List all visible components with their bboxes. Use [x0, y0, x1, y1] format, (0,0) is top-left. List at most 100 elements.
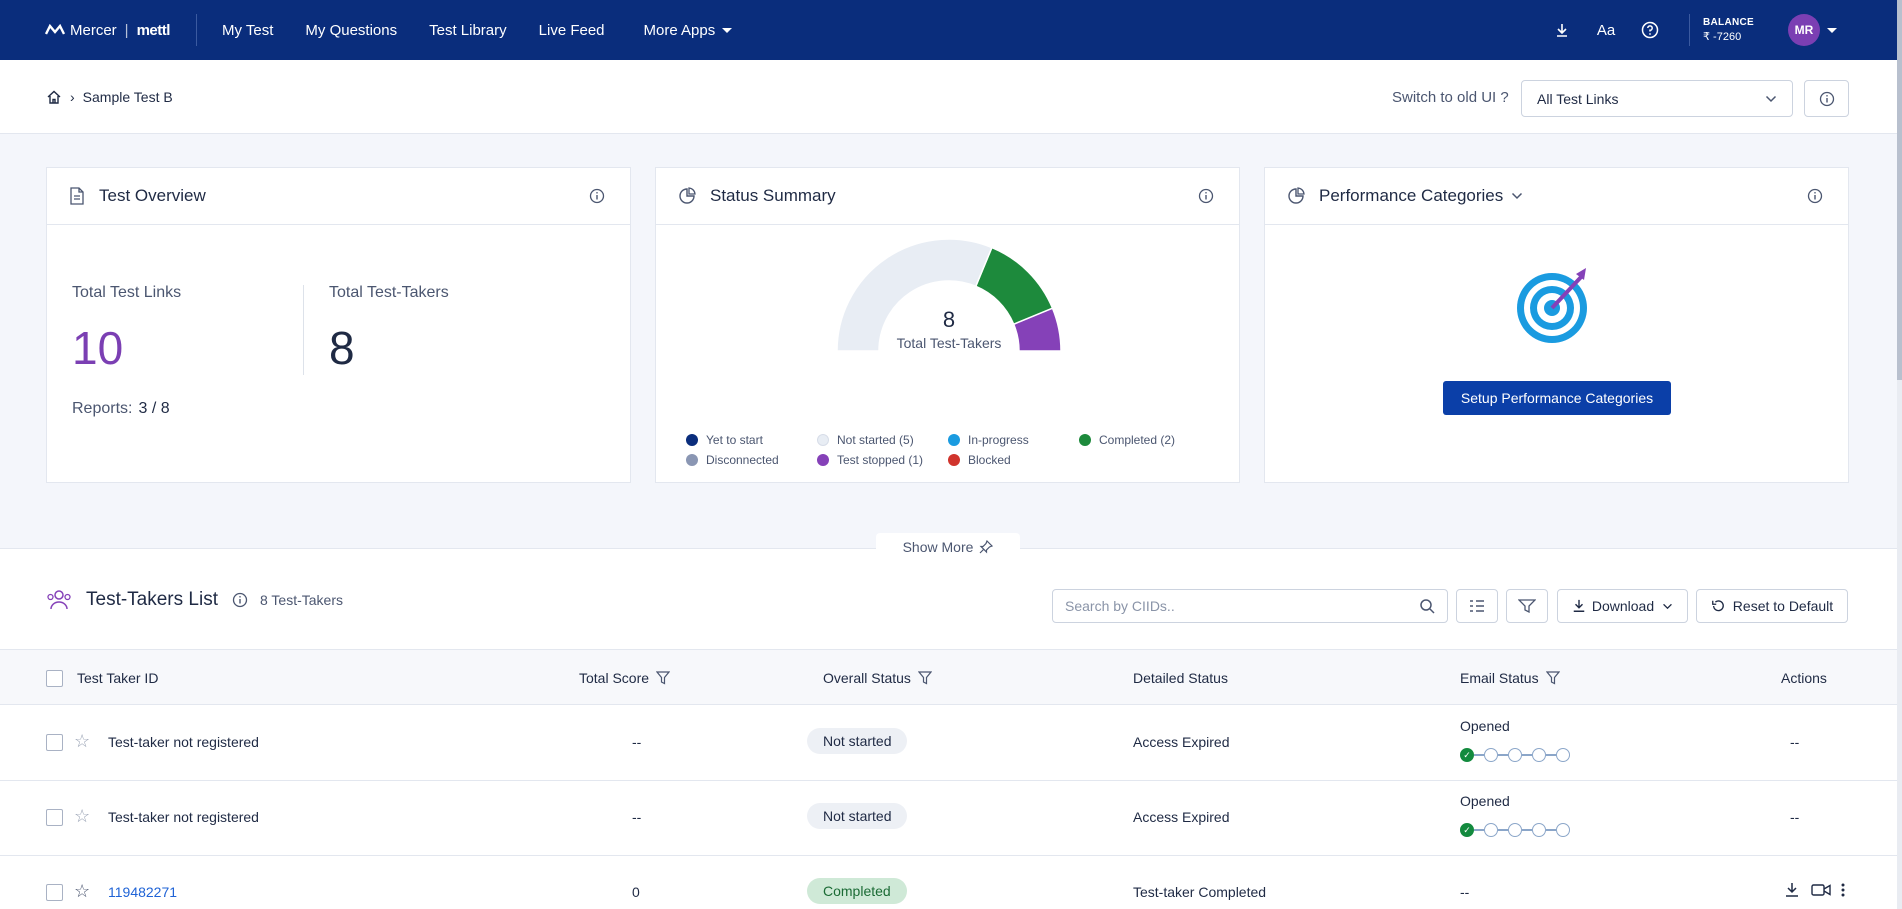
- setup-performance-categories-button[interactable]: Setup Performance Categories: [1443, 381, 1671, 415]
- nav-test-library[interactable]: Test Library: [429, 21, 507, 39]
- col-overall-status[interactable]: Overall Status: [823, 670, 932, 686]
- status-badge: Completed: [807, 878, 907, 904]
- legend-label: Blocked: [968, 453, 1011, 467]
- legend-dot: [1079, 434, 1091, 446]
- nav-live-feed[interactable]: Live Feed: [538, 21, 605, 39]
- legend-label: Completed (2): [1099, 433, 1176, 447]
- status-summary-card: Status Summary 8 Total Test-Takers Yet t…: [655, 167, 1240, 483]
- table-row: ☆ Test-taker not registered -- Not start…: [0, 781, 1897, 856]
- row-total-score: --: [632, 734, 642, 750]
- chevron-down-icon: [1663, 603, 1673, 609]
- info-icon: [1819, 91, 1834, 106]
- scrollbar-thumb[interactable]: [1897, 0, 1902, 380]
- nav-my-questions[interactable]: My Questions: [305, 21, 398, 39]
- reports-summary: Reports: 3 / 8: [72, 400, 170, 418]
- info-icon[interactable]: [232, 592, 248, 608]
- select-all-checkbox-wrap: [46, 670, 63, 687]
- legend-label: Not started (5): [837, 433, 914, 447]
- gauge-center-value: 8: [943, 307, 955, 332]
- performance-categories-card: Performance Categories Setup Performance…: [1264, 167, 1849, 483]
- status-badge: Not started: [807, 803, 908, 829]
- filter-icon[interactable]: [656, 671, 671, 685]
- download-label: Download: [1591, 598, 1655, 614]
- user-menu[interactable]: MR: [1788, 14, 1837, 46]
- star-icon[interactable]: ☆: [74, 881, 91, 901]
- row-detailed-status: Access Expired: [1133, 809, 1230, 825]
- balance-label: BALANCE: [1703, 17, 1754, 28]
- legend-blocked: Blocked: [948, 453, 1011, 467]
- row-checkbox[interactable]: [46, 734, 63, 751]
- status-summary-title: Status Summary: [710, 186, 836, 205]
- legend-label: Disconnected: [706, 453, 779, 467]
- show-more-button[interactable]: Show More: [876, 533, 1020, 561]
- legend-dot: [817, 434, 829, 446]
- columns-button[interactable]: [1456, 589, 1498, 623]
- reset-icon: [1711, 600, 1724, 612]
- row-checkbox[interactable]: [46, 884, 63, 901]
- col-email-status[interactable]: Email Status: [1460, 670, 1560, 686]
- brand-separator: |: [124, 21, 129, 39]
- gauge-slice-test-stopped[interactable]: [1012, 307, 1062, 352]
- search-input[interactable]: Search by CIIDs..: [1052, 589, 1448, 623]
- filter-button[interactable]: [1506, 589, 1548, 623]
- row-email-status: Opened: [1460, 793, 1510, 809]
- performance-categories-title[interactable]: Performance Categories: [1319, 186, 1504, 205]
- video-icon[interactable]: [1811, 883, 1831, 897]
- col-test-taker-id: Test Taker ID: [77, 670, 159, 686]
- download-icon[interactable]: [1784, 882, 1800, 898]
- nav-divider: [1689, 14, 1690, 46]
- download-icon[interactable]: [1551, 19, 1573, 41]
- row-detailed-status: Test-taker Completed: [1133, 884, 1267, 900]
- info-icon[interactable]: [1807, 188, 1823, 204]
- users-icon: [47, 590, 71, 610]
- filter-icon[interactable]: [1545, 671, 1560, 685]
- check-icon: ✓: [1460, 823, 1474, 837]
- gauge-slice-completed[interactable]: [974, 246, 1054, 326]
- home-icon[interactable]: [46, 89, 62, 105]
- row-email-status: --: [1460, 884, 1470, 900]
- nav-my-test[interactable]: My Test: [222, 21, 274, 39]
- page-scrollbar[interactable]: [1897, 0, 1902, 909]
- more-options-icon[interactable]: [1841, 883, 1845, 897]
- legend-in-progress: In-progress: [948, 433, 1029, 447]
- row-checkbox[interactable]: [46, 809, 63, 826]
- legend-dot: [686, 434, 698, 446]
- columns-icon: [1470, 600, 1484, 612]
- download-dropdown-button[interactable]: Download: [1557, 589, 1688, 623]
- caret-down-icon: [722, 27, 733, 33]
- search-placeholder: Search by CIIDs..: [1065, 598, 1175, 614]
- test-takers-section: Test-Takers List 8 Test-Takers Search by…: [0, 548, 1897, 909]
- brand-logo[interactable]: Mercer | mettl: [0, 14, 197, 46]
- legend-dot: [817, 454, 829, 466]
- col-email-status-label: Email Status: [1460, 670, 1539, 686]
- stat-divider: [303, 285, 304, 375]
- row-test-taker-id-link[interactable]: 119482271: [108, 884, 178, 900]
- test-links-select[interactable]: All Test Links: [1521, 80, 1793, 117]
- test-overview-title: Test Overview: [99, 186, 206, 205]
- info-icon[interactable]: [589, 188, 605, 204]
- legend-dot: [686, 454, 698, 466]
- col-actions: Actions: [1781, 670, 1827, 686]
- col-total-score[interactable]: Total Score: [579, 670, 671, 686]
- info-icon[interactable]: [1198, 188, 1214, 204]
- chevron-down-icon[interactable]: [1511, 192, 1523, 200]
- caret-down-icon: [1827, 27, 1837, 33]
- switch-old-ui-link[interactable]: Switch to old UI ?: [1392, 89, 1509, 106]
- total-takers-label: Total Test-Takers: [329, 284, 449, 301]
- filter-icon[interactable]: [917, 671, 932, 685]
- total-takers-value: 8: [329, 322, 355, 374]
- star-icon[interactable]: ☆: [74, 806, 91, 826]
- text-size-icon[interactable]: Aa: [1596, 21, 1616, 39]
- gauge-slice-not-started[interactable]: [836, 238, 993, 352]
- reset-to-default-button[interactable]: Reset to Default: [1696, 589, 1848, 623]
- help-icon[interactable]: [1639, 19, 1661, 41]
- pie-chart-icon: [679, 187, 696, 204]
- select-all-checkbox[interactable]: [46, 670, 63, 687]
- search-icon[interactable]: [1419, 598, 1435, 614]
- row-action-icons: [1784, 882, 1845, 898]
- star-icon[interactable]: ☆: [74, 731, 91, 751]
- test-overview-card: Test Overview Total Test Links 10 Total …: [46, 167, 631, 483]
- pin-icon: [979, 540, 994, 554]
- info-button[interactable]: [1804, 80, 1849, 117]
- nav-more-apps[interactable]: More Apps: [644, 22, 733, 39]
